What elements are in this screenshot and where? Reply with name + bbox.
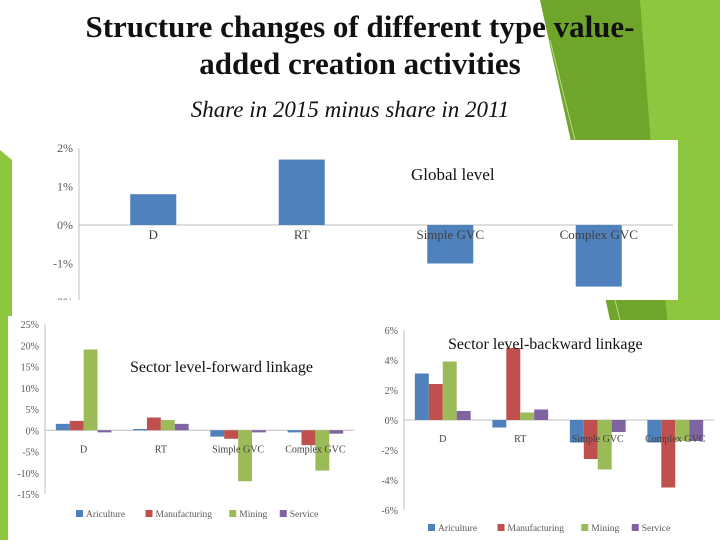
bar-complex-gvc-ariculture	[647, 420, 662, 443]
bar-rt-mining	[520, 412, 535, 420]
backward-chart-title: Sector level-backward linkage	[448, 336, 643, 353]
legend-label-mining: Mining	[591, 524, 619, 534]
bar-rt-manufacturing	[506, 348, 521, 420]
legend-swatch-service	[631, 524, 639, 531]
y-tick-label: 2%	[385, 386, 398, 397]
y-tick-label: 15%	[21, 363, 39, 374]
legend-label-service: Service	[290, 510, 319, 520]
legend-swatch-manufacturing	[497, 524, 505, 531]
legend-swatch-mining	[229, 510, 237, 517]
y-tick-label: 10%	[21, 384, 39, 395]
bar-rt-service	[174, 423, 189, 431]
bar-d-service	[97, 430, 112, 433]
bar-simple-gvc-ariculture	[569, 420, 584, 443]
backward-linkage-chart-panel: 6% 4% 2% 0% -2% -4% -6% D RT Simple GVC Complex GV…	[362, 320, 720, 540]
bar-simple-gvc-mining	[238, 430, 253, 482]
category-label-d: D	[80, 444, 87, 455]
bar-rt-service	[534, 409, 549, 420]
bar-complex-gvc-mining	[315, 430, 330, 471]
category-label-d: D	[149, 227, 158, 242]
bar-d-manufacturing	[69, 420, 84, 431]
category-label-rt: RT	[294, 227, 310, 242]
slide-subtitle: Share in 2015 minus share in 2011	[190, 97, 510, 122]
category-label-complex-gvc: Complex GVC	[560, 227, 638, 242]
bar-d-mining	[442, 361, 457, 420]
y-tick-label: -5%	[22, 448, 39, 459]
y-tick-label: -1%	[53, 257, 73, 271]
y-tick-label: 6%	[385, 326, 398, 337]
category-label-simple-gvc: Simple GVC	[416, 227, 484, 242]
y-tick-label: -2%	[381, 446, 398, 457]
legend-label-ariculture: Ariculture	[86, 510, 125, 520]
forward-chart-title: Sector level-forward linkage	[130, 359, 314, 376]
global-level-chart: 2% 1% 0% -1% -2% D RT Simple GVC Complex GVC	[53, 141, 673, 309]
title-line-2: added creation activities	[199, 46, 521, 81]
bar-complex-gvc-manufacturing	[661, 420, 676, 488]
y-tick-label: 0%	[57, 218, 73, 232]
category-label-rt: RT	[155, 444, 167, 455]
y-tick-label: -15%	[17, 490, 39, 501]
bar-simple-gvc-service	[611, 420, 626, 432]
bar-simple-gvc	[427, 225, 474, 264]
bar-complex-gvc-ariculture	[287, 430, 302, 433]
y-tick-label: 0%	[26, 426, 39, 437]
y-tick-label: 25%	[21, 320, 39, 331]
bar-d-ariculture	[414, 373, 429, 420]
bar-complex-gvc-manufacturing	[301, 430, 316, 446]
bar-simple-gvc-ariculture	[210, 430, 225, 437]
bar-simple-gvc-manufacturing	[224, 430, 239, 439]
category-label-complex-gvc: Complex GVC	[645, 434, 706, 445]
category-label-rt: RT	[514, 434, 526, 445]
bar-d	[130, 194, 177, 225]
y-tick-label: 0%	[385, 416, 398, 427]
y-tick-label: -2%	[53, 295, 73, 300]
legend-label-manufacturing: Manufacturing	[156, 509, 213, 520]
category-label-d: D	[439, 434, 446, 445]
global-level-chart-panel: 2% 1% 0% -1% -2% D RT Simple GVC Complex GVC Glo…	[33, 140, 678, 309]
forward-linkage-chart: 25% 20% 15% 10% 5% 0% -5% -10% -15% D RT Simple GVC…	[17, 320, 354, 520]
legend-swatch-manufacturing	[145, 510, 153, 517]
bar-simple-gvc-service	[252, 430, 266, 433]
title-line-1: Structure changes of different type valu…	[85, 9, 635, 44]
backward-linkage-chart: 6% 4% 2% 0% -2% -4% -6% D RT Simple GVC Complex GV…	[381, 326, 714, 534]
bar-rt-ariculture	[133, 428, 147, 431]
y-tick-label: 4%	[385, 356, 398, 367]
forward-linkage-chart-panel: 25% 20% 15% 10% 5% 0% -5% -10% -15% D RT Simple GVC…	[8, 316, 360, 540]
legend-swatch-mining	[581, 524, 589, 531]
bar-rt-ariculture	[492, 420, 507, 428]
bar-rt-manufacturing	[146, 417, 161, 431]
y-tick-label: 20%	[21, 341, 39, 352]
y-tick-label: -6%	[381, 506, 398, 517]
y-tick-label: 1%	[57, 180, 73, 194]
y-tick-label: -4%	[381, 476, 398, 487]
legend-label-manufacturing: Manufacturing	[508, 523, 565, 534]
bar-rt	[278, 159, 325, 225]
bar-rt-mining	[160, 420, 175, 431]
category-label-simple-gvc: Simple GVC	[212, 444, 264, 455]
category-label-complex-gvc: Complex GVC	[285, 444, 346, 455]
global-chart-title: Global level	[411, 165, 495, 184]
legend-swatch-ariculture	[76, 510, 83, 517]
bar-complex-gvc-service	[689, 420, 704, 441]
legend-swatch-service	[279, 510, 287, 517]
y-tick-label: -10%	[17, 469, 39, 480]
bar-complex-gvc-mining	[675, 420, 690, 441]
bar-complex-gvc-service	[329, 430, 344, 434]
bar-d-manufacturing	[428, 384, 443, 420]
y-tick-label: 5%	[26, 405, 39, 416]
bar-d-ariculture	[55, 423, 70, 431]
legend-swatch-ariculture	[428, 524, 435, 531]
legend-label-mining: Mining	[239, 510, 267, 520]
bar-d-service	[456, 411, 471, 420]
slide-title: Structure changes of different type valu…	[20, 8, 700, 82]
bar-d-mining	[83, 349, 98, 431]
y-tick-label: 2%	[57, 141, 73, 155]
bar-simple-gvc-mining	[597, 420, 612, 470]
bar-complex-gvc	[575, 225, 622, 287]
category-label-simple-gvc: Simple GVC	[572, 434, 624, 445]
legend-label-service: Service	[642, 524, 671, 534]
bar-simple-gvc-manufacturing	[583, 420, 598, 459]
legend-label-ariculture: Ariculture	[438, 524, 477, 534]
